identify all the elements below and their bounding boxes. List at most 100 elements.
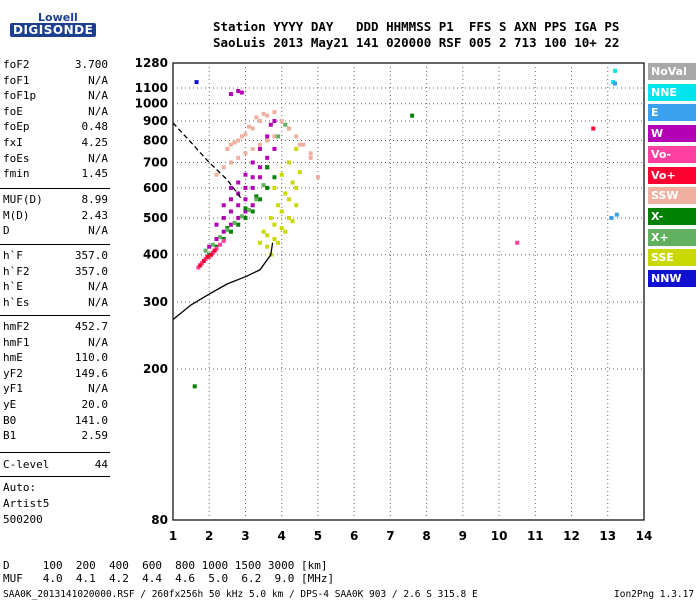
data-point-ssw — [308, 155, 313, 160]
data-point-w — [268, 122, 273, 127]
param-value: 8.99 — [81, 193, 109, 206]
x-tick-label: 13 — [599, 529, 616, 543]
param-value: 110.0 — [74, 351, 108, 365]
data-point-ssw — [228, 160, 233, 165]
data-point-vo — [199, 261, 204, 266]
data-point-sse — [257, 240, 262, 245]
data-point-w — [228, 197, 233, 202]
x-tick-label: 10 — [491, 529, 508, 543]
autoscaling-text: 500200 — [3, 513, 43, 526]
data-point-sse — [297, 170, 302, 175]
param-row: M(D) 2.43 — [3, 209, 108, 224]
x-tick-label: 6 — [350, 529, 358, 543]
data-point-w — [243, 209, 248, 214]
data-point-sse — [283, 229, 288, 234]
data-point-ssw — [243, 151, 248, 156]
data-point-ssw — [250, 126, 255, 131]
legend-item: W — [648, 125, 696, 143]
param-row: foEs N/A — [3, 152, 108, 167]
data-point-ssw — [308, 151, 313, 156]
param-row: fmin 1.45 — [3, 167, 108, 182]
param-value: N/A — [88, 89, 108, 103]
header-columns: Station YYYY DAY DDD HHMMSS P1 FFS S AXN… — [213, 19, 620, 34]
legend-item: X- — [648, 207, 696, 225]
param-row: B1 2.59 — [3, 429, 108, 444]
param-name: MUF(D) — [3, 193, 43, 206]
data-point-x — [228, 229, 233, 234]
param-name: fmin — [3, 167, 30, 181]
y-tick-label: 500 — [143, 211, 168, 225]
data-point-x — [239, 214, 244, 219]
footer-muf-row: MUF 4.0 4.1 4.2 4.4 4.6 5.0 6.2 9.0 [MHz… — [3, 572, 335, 585]
data-point-x — [272, 175, 277, 180]
y-tick-label: 1280 — [135, 56, 168, 70]
data-point-sse — [294, 185, 299, 190]
param-row: foE N/A — [3, 105, 108, 120]
data-point-x — [261, 183, 266, 188]
data-point-sse — [272, 185, 277, 190]
param-row: MUF(D) 8.99 — [3, 193, 108, 208]
data-point-w — [243, 172, 248, 177]
y-tick-label: 1100 — [135, 81, 168, 95]
x-tick-label: 2 — [205, 529, 213, 543]
legend-item: NNE — [648, 83, 696, 101]
logo-digisonde-text: DIGISONDE — [10, 23, 97, 37]
legend-item: SSW — [648, 187, 696, 205]
param-name: yF1 — [3, 382, 23, 396]
data-point-w — [228, 185, 233, 190]
param-value: N/A — [88, 224, 108, 238]
data-point-vo — [218, 242, 223, 247]
param-value: N/A — [88, 151, 108, 165]
param-name: yE — [3, 398, 17, 411]
param-value: N/A — [88, 280, 108, 294]
param-name: foEs — [3, 151, 30, 165]
data-point-ssw — [294, 134, 299, 139]
param-name: hmE — [3, 351, 23, 365]
data-point-w — [236, 215, 241, 220]
data-point-vo — [198, 263, 203, 268]
footer-file-info: SAA0K_2013141020000.RSF / 260fx256h 50 k… — [3, 589, 478, 600]
x-tick-label: 12 — [563, 529, 580, 543]
y-tick-label: 200 — [143, 362, 168, 376]
data-point-sse — [286, 160, 291, 165]
data-point-x — [243, 215, 248, 220]
legend-item: SSE — [648, 249, 696, 267]
data-point-ssw — [301, 142, 306, 147]
x-tick-label: 1 — [169, 529, 177, 543]
param-name: foF2 — [3, 58, 30, 71]
profile-curve — [172, 242, 274, 321]
data-point-vo — [205, 254, 210, 259]
param-value: 44 — [94, 458, 108, 471]
data-point-w — [221, 215, 226, 220]
x-tick-label: 5 — [314, 529, 322, 543]
data-point-sse — [276, 203, 281, 208]
data-point-w — [265, 134, 270, 139]
data-point-nnw — [194, 80, 199, 85]
param-name: foE — [3, 104, 23, 118]
y-tick-label: 80 — [151, 513, 168, 527]
data-point-ssw — [265, 138, 270, 143]
logo-lowell-text: Lowell — [38, 11, 78, 24]
data-point-x — [250, 209, 255, 214]
param-name: h`F — [3, 249, 23, 262]
data-point-x — [210, 242, 215, 247]
data-point-x — [243, 206, 248, 211]
data-point-sse — [265, 244, 270, 249]
data-point-ssw — [247, 124, 252, 129]
param-value: 357.0 — [74, 264, 108, 278]
data-point-sse — [276, 240, 281, 245]
param-value: N/A — [88, 73, 108, 87]
param-value: 0.48 — [81, 120, 109, 134]
param-row: fxI 4.25 — [3, 136, 108, 151]
separator-line — [0, 452, 110, 453]
param-row: foEp 0.48 — [3, 120, 108, 135]
param-value: 452.7 — [74, 320, 108, 333]
param-row: foF1 N/A — [3, 74, 108, 89]
data-point-w — [214, 237, 219, 242]
x-tick-label: 9 — [459, 529, 467, 543]
separator-line — [0, 315, 110, 316]
data-point-sse — [272, 237, 277, 242]
data-point-w — [207, 244, 212, 249]
data-point-x — [236, 222, 241, 227]
data-point-w — [250, 203, 255, 208]
